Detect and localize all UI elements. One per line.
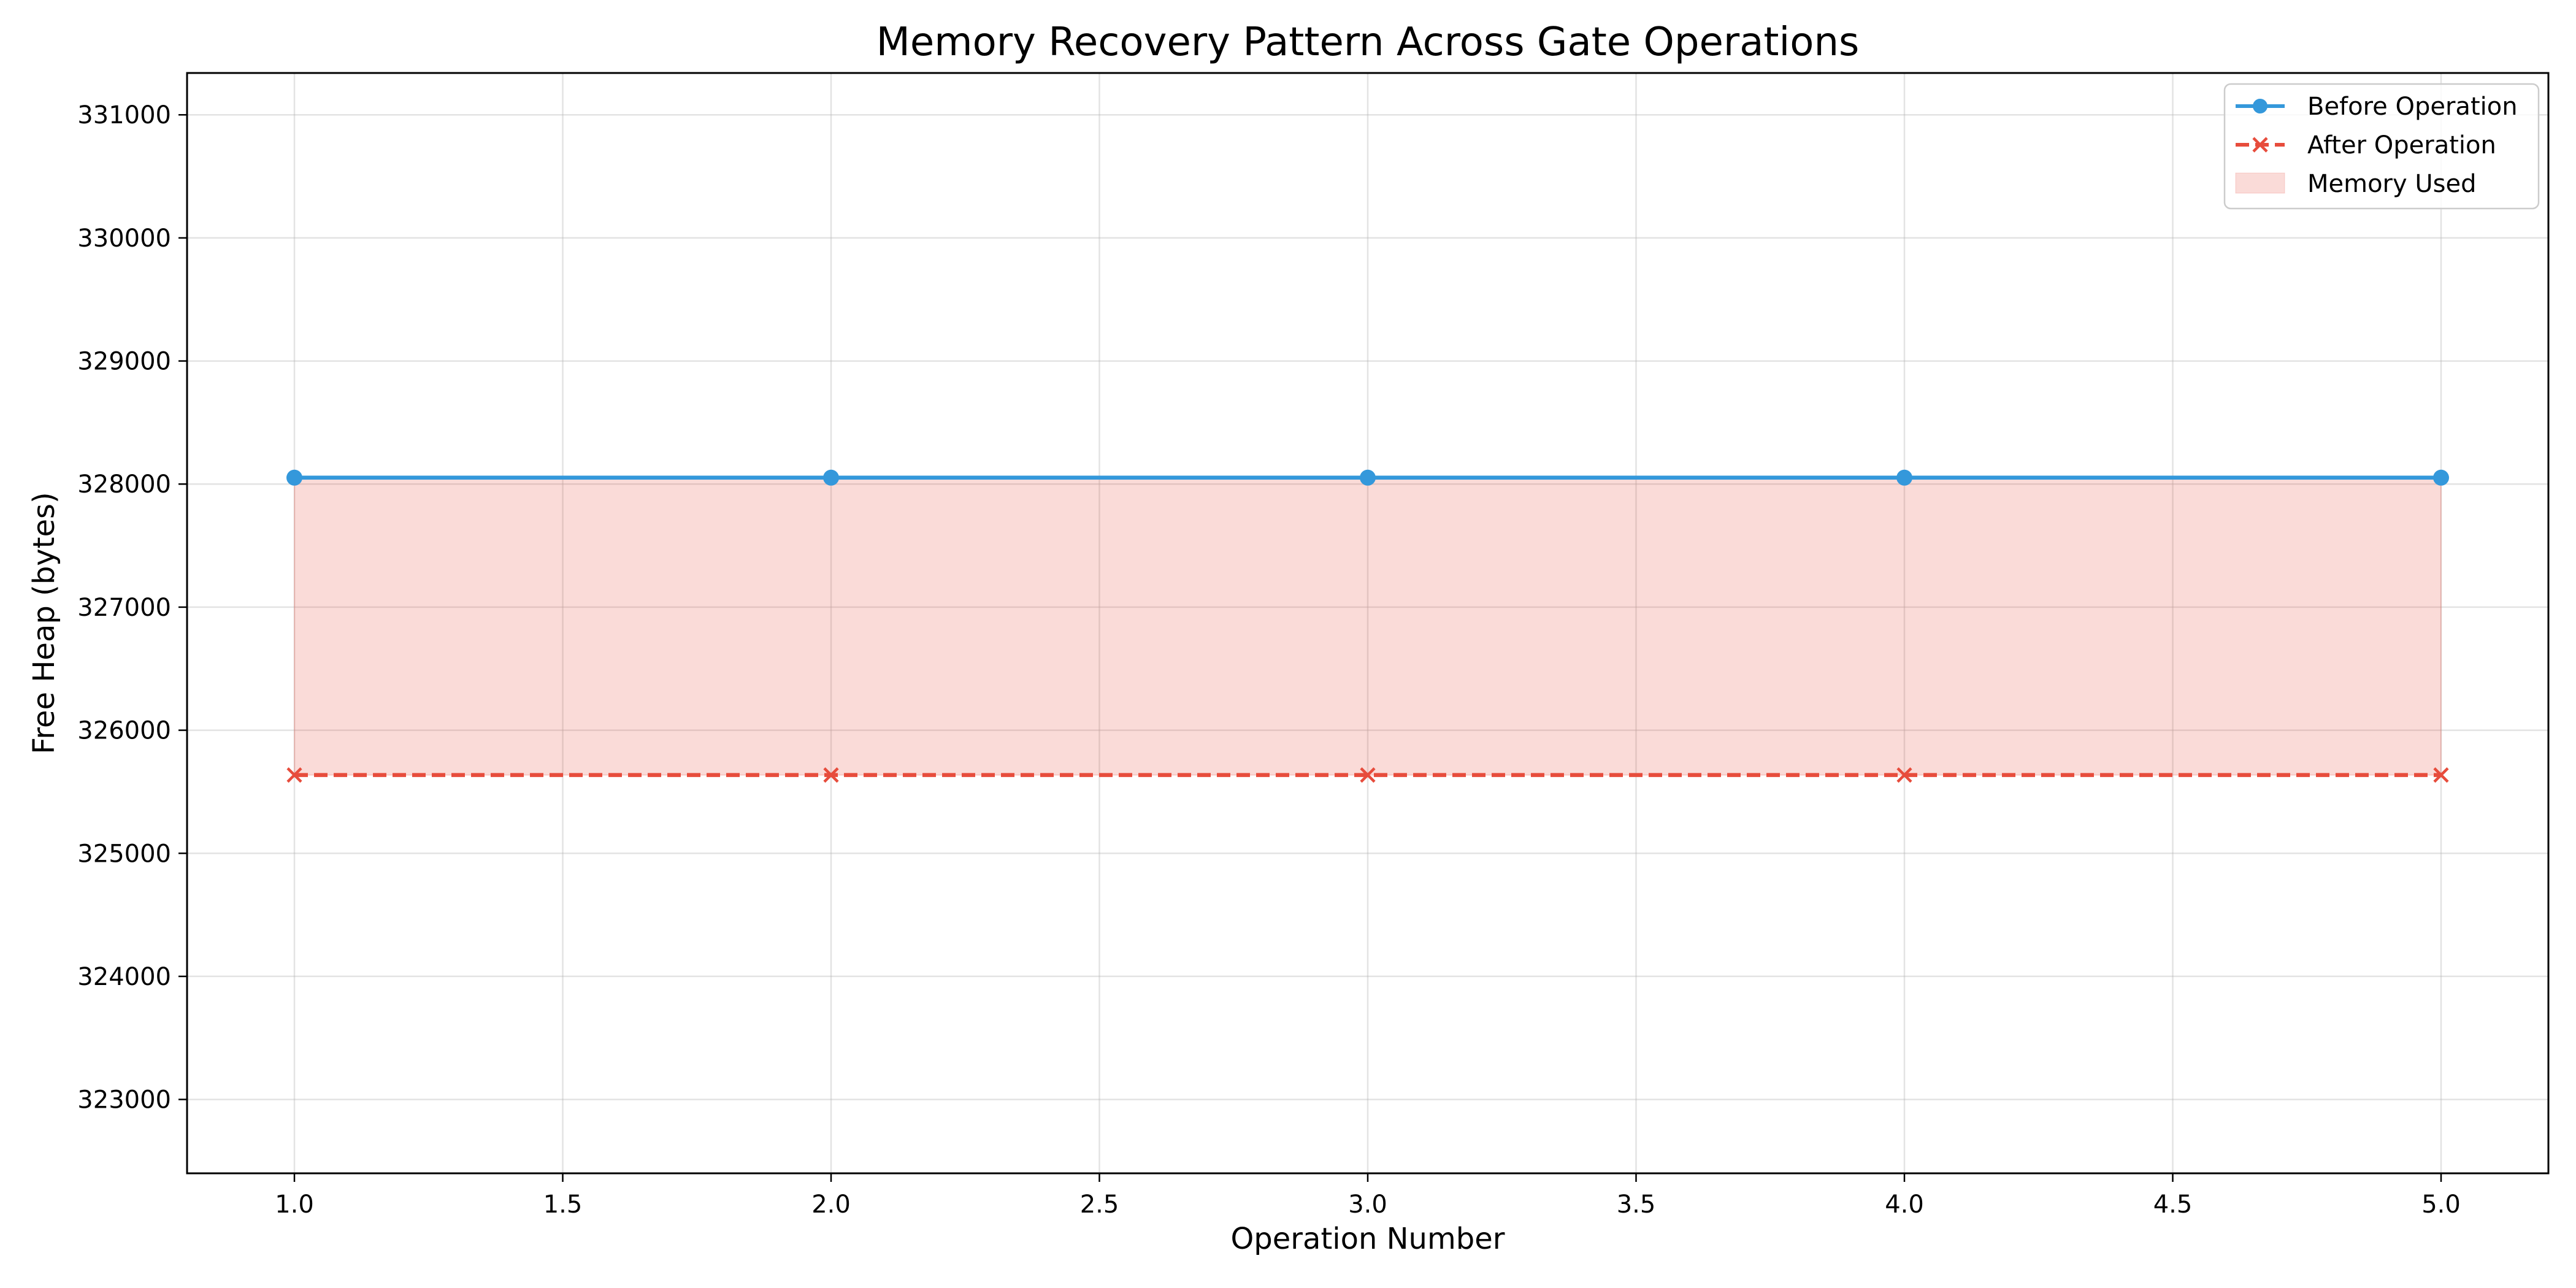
data-point-after-operation (823, 767, 839, 783)
y-tick-label: 326000 (77, 717, 171, 745)
y-tick-label: 325000 (77, 840, 171, 868)
legend-swatch-memory-used (2235, 172, 2285, 194)
memory-used-area (294, 477, 2442, 776)
data-point-after-operation (1360, 767, 1376, 783)
data-point-after-operation (1896, 767, 1912, 783)
series-after-operation (286, 767, 2449, 783)
chart-title: Memory Recovery Pattern Across Gate Oper… (876, 20, 1860, 65)
y-tick-label: 330000 (77, 224, 171, 253)
x-tick-label: 5.0 (2421, 1190, 2461, 1219)
legend-label-after-operation: After Operation (2307, 131, 2496, 159)
legend-item-memory-used: Memory Used (2235, 170, 2477, 198)
x-tick-label: 3.5 (1617, 1190, 1656, 1219)
legend: Before Operation After Operation Memory … (2223, 83, 2540, 210)
legend-label-memory-used: Memory Used (2307, 170, 2477, 198)
x-tick-label: 2.5 (1080, 1190, 1119, 1219)
y-axis-ticks: 323000 324000 325000 326000 327000 328000 3290… (77, 101, 187, 1114)
y-tick-label: 328000 (77, 470, 171, 499)
y-axis-label: Free Heap (bytes) (27, 492, 61, 754)
x-tick-label: 1.0 (275, 1190, 314, 1219)
data-point-after-operation (2433, 767, 2449, 783)
y-tick-label: 331000 (77, 101, 171, 129)
data-point-before-operation (2433, 469, 2449, 486)
y-tick-label: 329000 (77, 348, 171, 376)
data-point-before-operation (286, 469, 302, 486)
y-tick-label: 323000 (77, 1086, 171, 1114)
data-point-before-operation (1360, 469, 1376, 486)
legend-box (2223, 83, 2540, 210)
x-tick-label: 2.0 (811, 1190, 851, 1219)
data-point-before-operation (823, 469, 839, 486)
data-point-after-operation (286, 767, 302, 783)
series-layer (286, 469, 2449, 783)
y-tick-label: 324000 (77, 963, 171, 991)
x-tick-label: 4.5 (2153, 1190, 2193, 1219)
x-tick-label: 1.5 (543, 1190, 583, 1219)
x-tick-label: 4.0 (1885, 1190, 1924, 1219)
legend-marker-x-icon (2252, 137, 2268, 153)
x-axis-label: Operation Number (1231, 1222, 1505, 1256)
legend-item-after-operation: After Operation (2236, 131, 2496, 159)
y-tick-label: 327000 (77, 594, 171, 622)
x-tick-label: 3.0 (1348, 1190, 1387, 1219)
legend-label-before-operation: Before Operation (2307, 93, 2518, 121)
x-axis-ticks: 1.0 1.5 2.0 2.5 3.0 3.5 4.0 4.5 5.0 (275, 1173, 2461, 1219)
legend-marker-circle-icon (2253, 99, 2267, 113)
data-point-before-operation (1896, 469, 1912, 486)
series-before-operation (286, 469, 2449, 486)
legend-item-before-operation: Before Operation (2236, 93, 2518, 121)
grid-lines (187, 73, 2548, 1173)
memory-used-area-layer (294, 477, 2442, 776)
